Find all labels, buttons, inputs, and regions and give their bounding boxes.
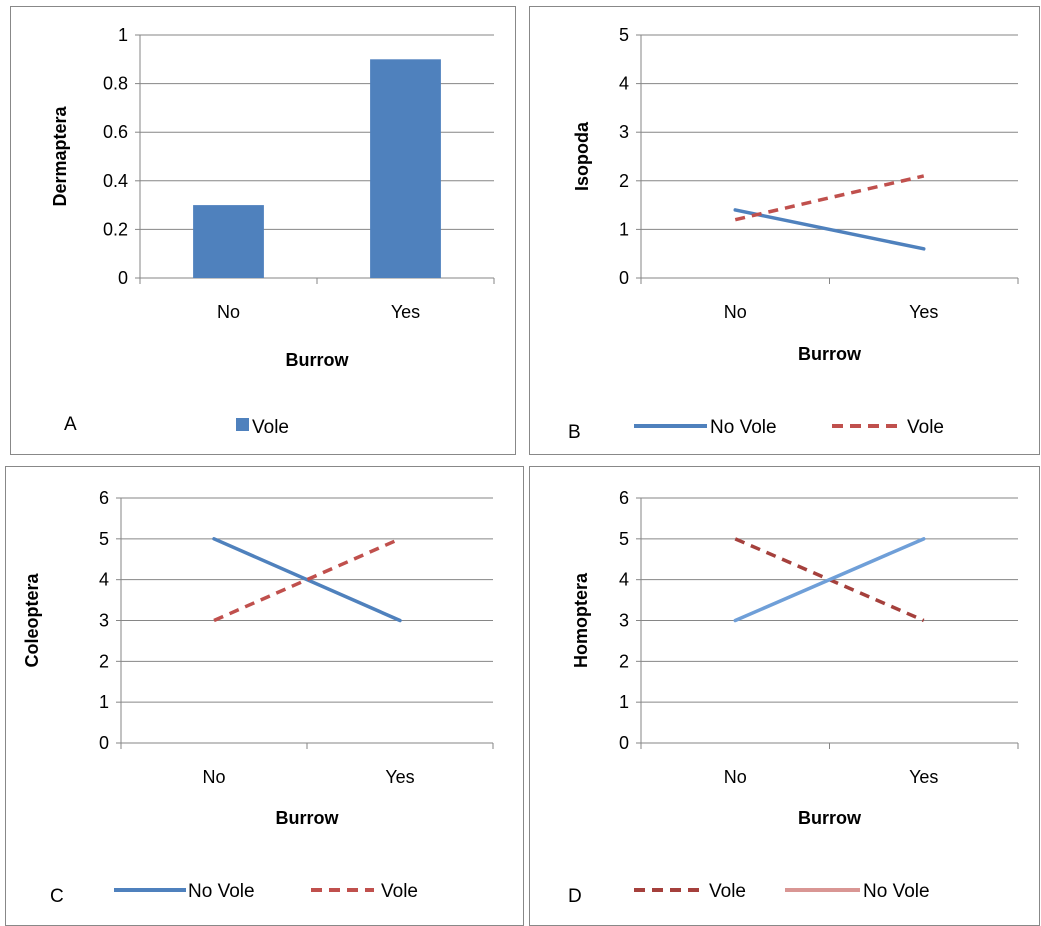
y-tick-label: 6 bbox=[619, 488, 629, 508]
series-line-no-vole bbox=[733, 208, 926, 251]
x-axis-title: Burrow bbox=[276, 808, 340, 828]
y-tick-label: 2 bbox=[619, 651, 629, 671]
x-axis-title: Burrow bbox=[798, 344, 862, 364]
y-tick-label: 2 bbox=[99, 651, 109, 671]
y-tick-label: 3 bbox=[619, 611, 629, 631]
legend-label-vole: Vole bbox=[252, 417, 289, 438]
legend-label-vole: Vole bbox=[709, 881, 746, 902]
y-tick-label: 5 bbox=[619, 25, 629, 45]
series-line-no-vole bbox=[212, 537, 402, 623]
y-tick-label: 3 bbox=[99, 611, 109, 631]
x-axis-title: Burrow bbox=[798, 808, 862, 828]
y-tick-label: 1 bbox=[619, 219, 629, 239]
y-tick-label: 0.6 bbox=[103, 122, 128, 142]
x-tick-label: No bbox=[217, 302, 240, 322]
chart-panel-a: 0 0.2 0.4 0.6 0.8 1 No Yes Burrow Dermaptera Vole A bbox=[10, 6, 516, 455]
chart-panel-d: 0 1 2 3 4 5 6 No Yes Burrow Homoptera Vole No Vole D bbox=[529, 466, 1040, 926]
panel-border bbox=[529, 466, 1040, 926]
y-tick-label: 0.4 bbox=[103, 171, 128, 191]
legend-label-no-vole: No Vole bbox=[863, 881, 930, 902]
x-tick-label: Yes bbox=[391, 302, 420, 322]
series-line-vole bbox=[734, 174, 925, 222]
x-tick-label: No bbox=[724, 767, 747, 787]
x-tick-label: Yes bbox=[385, 767, 414, 787]
y-tick-label: 1 bbox=[99, 692, 109, 712]
y-tick-label: 4 bbox=[619, 570, 629, 590]
panel-border bbox=[10, 6, 516, 455]
bar-no bbox=[193, 205, 264, 278]
panel-label: B bbox=[568, 422, 581, 443]
x-tick-label: Yes bbox=[909, 302, 938, 322]
y-tick-label: 0 bbox=[99, 733, 109, 753]
x-tick-label: No bbox=[724, 302, 747, 322]
y-tick-label: 0 bbox=[118, 268, 128, 288]
y-tick-label: 0.8 bbox=[103, 74, 128, 94]
x-tick-label: No bbox=[202, 767, 225, 787]
y-axis-title: Coleoptera bbox=[22, 573, 42, 668]
y-tick-label: 2 bbox=[619, 171, 629, 191]
legend-label-vole: Vole bbox=[907, 417, 944, 438]
y-tick-label: 0 bbox=[619, 268, 629, 288]
legend-label-no-vole: No Vole bbox=[188, 881, 255, 902]
y-axis-title: Dermaptera bbox=[50, 105, 70, 206]
y-axis-title: Homoptera bbox=[571, 572, 591, 668]
panel-label: C bbox=[50, 886, 64, 907]
y-tick-label: 3 bbox=[619, 122, 629, 142]
y-tick-label: 1 bbox=[619, 692, 629, 712]
bar-yes bbox=[370, 59, 441, 278]
panel-label: D bbox=[568, 886, 582, 907]
legend-label-no-vole: No Vole bbox=[710, 417, 777, 438]
legend-swatch-vole bbox=[236, 418, 249, 431]
x-tick-label: Yes bbox=[909, 767, 938, 787]
panel-border bbox=[5, 466, 524, 926]
panel-border bbox=[529, 6, 1040, 455]
y-tick-label: 5 bbox=[619, 529, 629, 549]
y-tick-label: 4 bbox=[99, 570, 109, 590]
chart-panel-b: 0 1 2 3 4 5 No Yes Burrow Isopoda No Vole Vole B bbox=[529, 6, 1040, 455]
x-axis-title: Burrow bbox=[286, 350, 350, 370]
y-tick-label: 5 bbox=[99, 529, 109, 549]
y-tick-label: 0 bbox=[619, 733, 629, 753]
panel-label: A bbox=[64, 414, 77, 435]
legend-label-vole: Vole bbox=[381, 881, 418, 902]
y-tick-label: 0.2 bbox=[103, 219, 128, 239]
y-axis-title: Isopoda bbox=[572, 121, 592, 191]
y-tick-label: 6 bbox=[99, 488, 109, 508]
series-line-no-vole bbox=[733, 537, 926, 623]
y-tick-label: 1 bbox=[118, 25, 128, 45]
chart-panel-c: 0 1 2 3 4 5 6 No Yes Burrow Coleoptera No Vole Vole C bbox=[5, 466, 524, 926]
y-tick-label: 4 bbox=[619, 74, 629, 94]
